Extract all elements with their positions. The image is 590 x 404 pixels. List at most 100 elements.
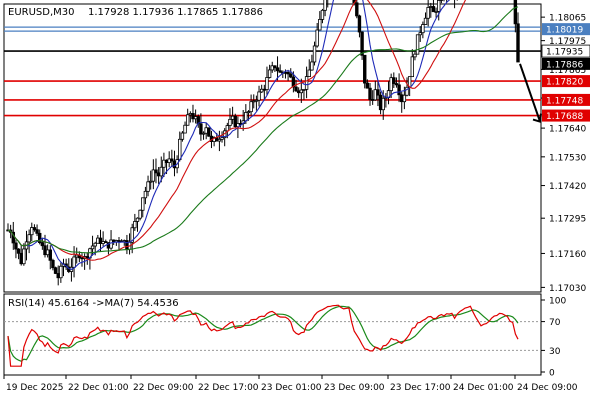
candle-body <box>424 18 427 24</box>
candle-body <box>200 124 203 134</box>
level-badge-label: 1.17688 <box>546 112 583 122</box>
candle-body <box>377 90 380 95</box>
rsi-tick-label: 0 <box>549 369 555 379</box>
candle-body <box>226 126 229 131</box>
candle-body <box>308 70 311 77</box>
candle-body <box>171 159 174 161</box>
candle-body <box>46 250 49 255</box>
level-badge-label: 1.17886 <box>546 60 583 70</box>
candle-body <box>208 128 211 136</box>
candle-body <box>165 160 168 162</box>
candle-body <box>234 116 237 126</box>
candle-body <box>393 78 396 84</box>
candle-body <box>205 128 208 133</box>
candle-body <box>99 238 102 243</box>
candle-body <box>395 84 398 85</box>
candle-body <box>110 240 113 248</box>
candle-body <box>28 235 31 242</box>
rsi-tick-label: 30 <box>549 347 561 357</box>
candle-body <box>102 242 105 244</box>
main-chart-frame <box>4 4 541 292</box>
candle-body <box>416 35 419 54</box>
candle-body <box>152 170 155 181</box>
candle-body <box>126 241 129 250</box>
candle-body <box>54 268 57 274</box>
candle-body <box>400 95 403 102</box>
rsi-tick-label: 70 <box>549 318 561 328</box>
candle-body <box>194 117 197 119</box>
symbol-timeframe-label: EURUSD,M30 <box>8 7 74 18</box>
candle-body <box>189 113 192 114</box>
time-tick-label: 22 Dec 01:00 <box>68 383 129 393</box>
candle-body <box>295 87 298 91</box>
price-tick-label: 1.17160 <box>549 250 586 260</box>
time-tick-label: 22 Dec 17:00 <box>198 383 259 393</box>
candle-body <box>186 115 189 125</box>
candle-body <box>17 249 20 253</box>
candle-body <box>229 119 232 125</box>
candle-body <box>231 116 234 119</box>
candle-body <box>160 167 163 176</box>
candle-body <box>157 173 160 176</box>
candle-body <box>279 71 282 72</box>
candle-body <box>202 133 205 134</box>
candle-body <box>178 139 181 159</box>
candle-body <box>429 7 432 8</box>
candle-body <box>514 0 517 24</box>
candle-body <box>57 273 60 277</box>
candle-body <box>97 238 100 243</box>
price-tick-label: 1.17030 <box>549 284 586 294</box>
candle-body <box>422 25 425 33</box>
candle-body <box>266 77 269 89</box>
price-tick-label: 1.17420 <box>549 182 586 192</box>
time-tick-label: 23 Dec 01:00 <box>261 383 322 393</box>
candle-body <box>435 11 438 12</box>
time-tick-label: 19 Dec 2025 <box>6 383 64 393</box>
candle-body <box>432 7 435 12</box>
candle-body <box>20 253 23 263</box>
time-tick-label: 22 Dec 09:00 <box>133 383 194 393</box>
candle-body <box>23 249 26 264</box>
level-badge-label: 1.17820 <box>546 78 583 88</box>
candle-body <box>104 242 107 243</box>
candle-body <box>218 139 221 141</box>
candle-body <box>369 88 372 99</box>
candle-body <box>276 68 279 71</box>
candle-body <box>371 99 374 100</box>
candle-body <box>321 10 324 19</box>
candle-body <box>134 221 137 227</box>
candle-body <box>75 255 78 257</box>
rsi-tick-label: 100 <box>549 297 566 307</box>
candle-body <box>361 32 364 55</box>
time-tick-label: 23 Dec 09:00 <box>324 383 385 393</box>
candle-body <box>324 0 327 10</box>
candle-body <box>356 3 359 16</box>
time-tick-label: 23 Dec 17:00 <box>390 383 451 393</box>
candle-body <box>390 78 393 91</box>
candle-body <box>141 198 144 210</box>
time-axis: 19 Dec 2025 22 Dec 01:00 22 Dec 09:00 22 De… <box>4 375 578 393</box>
candle-body <box>245 112 248 120</box>
candle-body <box>403 95 406 101</box>
candle-body <box>427 7 430 18</box>
candle-body <box>313 46 316 62</box>
candle-body <box>44 246 47 255</box>
candle-body <box>192 113 195 118</box>
candle-body <box>517 24 520 62</box>
candle-body <box>36 230 39 234</box>
candle-body <box>73 257 76 267</box>
candle-body <box>382 98 385 109</box>
candle-body <box>155 170 158 173</box>
candle-body <box>52 260 55 267</box>
candle-body <box>139 210 142 218</box>
candle-body <box>181 133 184 139</box>
price-tick-label: 1.17530 <box>549 153 586 163</box>
candle-body <box>379 95 382 110</box>
candle-body <box>81 258 84 259</box>
candle-body <box>41 243 44 246</box>
candle-body <box>86 256 89 257</box>
candle-body <box>123 241 126 242</box>
candle-body <box>250 102 253 112</box>
candle-body <box>149 181 152 182</box>
candle-body <box>168 159 171 163</box>
